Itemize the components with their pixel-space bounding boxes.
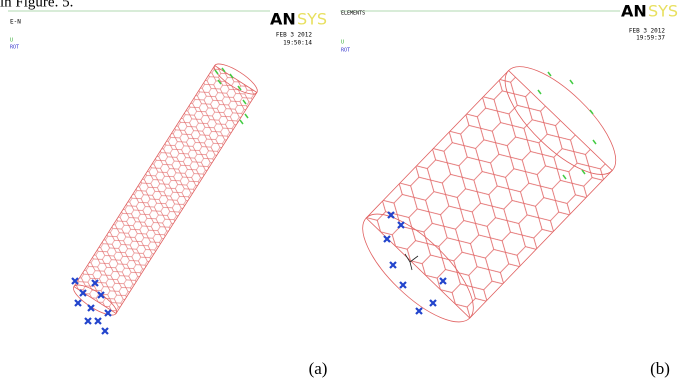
logo-right: SYS — [648, 2, 678, 21]
nanotube — [73, 63, 258, 316]
logo-right: SYS — [297, 10, 327, 29]
date: FEB 3 2012 — [276, 32, 313, 39]
date: FEB 3 2012 — [629, 28, 666, 35]
legend-u: U — [341, 40, 344, 46]
mode-label: ELEMENTS — [341, 11, 365, 17]
time: 19:50:14 — [283, 40, 312, 47]
logo-left: AN — [270, 10, 296, 29]
panel-label: (b) — [650, 359, 670, 378]
constraints — [383, 211, 447, 315]
nanotube — [362, 66, 617, 323]
legend-rot: ROT — [10, 45, 19, 51]
legend-rot: ROT — [341, 48, 350, 54]
mode-label: E-N — [10, 19, 21, 26]
loads — [537, 71, 597, 180]
caption: in Figure. 5. — [0, 0, 73, 10]
panel-b: ELEMENTS U ROT AN SYS FEB 3 2012 19:59:3… — [340, 2, 678, 378]
constraints — [71, 277, 112, 335]
logo-left: AN — [621, 2, 647, 21]
loads — [214, 67, 249, 125]
time: 19:59:37 — [636, 35, 665, 42]
legend-u: U — [10, 38, 13, 44]
panel-label: (a) — [309, 359, 328, 378]
panel-a: E-N U ROT AN SYS FEB 3 2012 19:50:14 (a) — [8, 10, 327, 378]
